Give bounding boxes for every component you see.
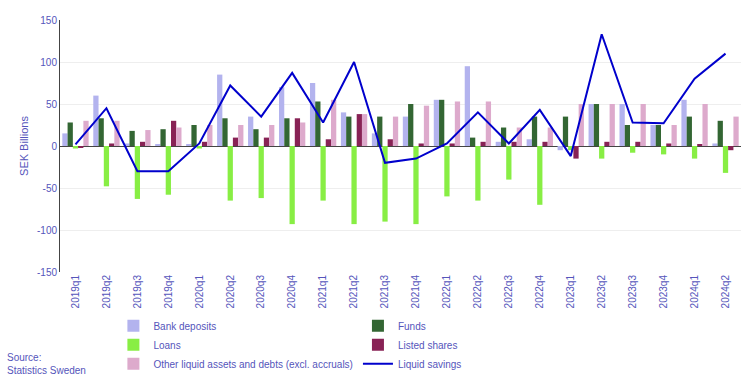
svg-text:100: 100 (40, 57, 57, 68)
svg-text:2024q1: 2024q1 (689, 275, 700, 309)
svg-text:2023q1: 2023q1 (565, 275, 576, 309)
svg-text:2020q3: 2020q3 (255, 275, 266, 309)
svg-text:2019q1: 2019q1 (70, 275, 81, 309)
svg-text:Listed shares: Listed shares (398, 340, 457, 351)
svg-text:0: 0 (51, 141, 57, 152)
svg-text:2022q4: 2022q4 (534, 275, 545, 309)
svg-text:2022q2: 2022q2 (472, 275, 483, 309)
svg-text:50: 50 (46, 99, 58, 110)
svg-text:2023q4: 2023q4 (658, 275, 669, 309)
svg-text:-150: -150 (37, 267, 57, 278)
svg-text:150: 150 (40, 15, 57, 26)
svg-text:2019q3: 2019q3 (132, 275, 143, 309)
svg-text:2019q2: 2019q2 (101, 275, 112, 309)
svg-text:Bank deposits: Bank deposits (153, 321, 216, 332)
svg-text:2022q3: 2022q3 (503, 275, 514, 309)
svg-text:Other liquid assets and debts: Other liquid assets and debts (excl. acc… (153, 359, 353, 370)
svg-text:2022q1: 2022q1 (441, 275, 452, 309)
svg-text:Loans: Loans (153, 340, 180, 351)
svg-text:Liquid savings: Liquid savings (398, 359, 461, 370)
svg-text:Funds: Funds (398, 321, 426, 332)
svg-text:2020q1: 2020q1 (194, 275, 205, 309)
svg-text:Source:Statistics Sweden: Source:Statistics Sweden (7, 352, 86, 376)
svg-text:2021q3: 2021q3 (379, 275, 390, 309)
svg-text:2024q2: 2024q2 (720, 275, 731, 309)
svg-text:2021q2: 2021q2 (348, 275, 359, 309)
svg-text:SEK Billions: SEK Billions (18, 116, 30, 176)
svg-text:2023q3: 2023q3 (627, 275, 638, 309)
svg-text:2021q1: 2021q1 (317, 275, 328, 309)
svg-text:-100: -100 (37, 225, 57, 236)
svg-text:2023q2: 2023q2 (596, 275, 607, 309)
svg-text:2020q4: 2020q4 (286, 275, 297, 309)
svg-text:2020q2: 2020q2 (225, 275, 236, 309)
svg-text:-50: -50 (43, 183, 58, 194)
svg-text:2021q4: 2021q4 (410, 275, 421, 309)
svg-text:2019q4: 2019q4 (163, 275, 174, 309)
